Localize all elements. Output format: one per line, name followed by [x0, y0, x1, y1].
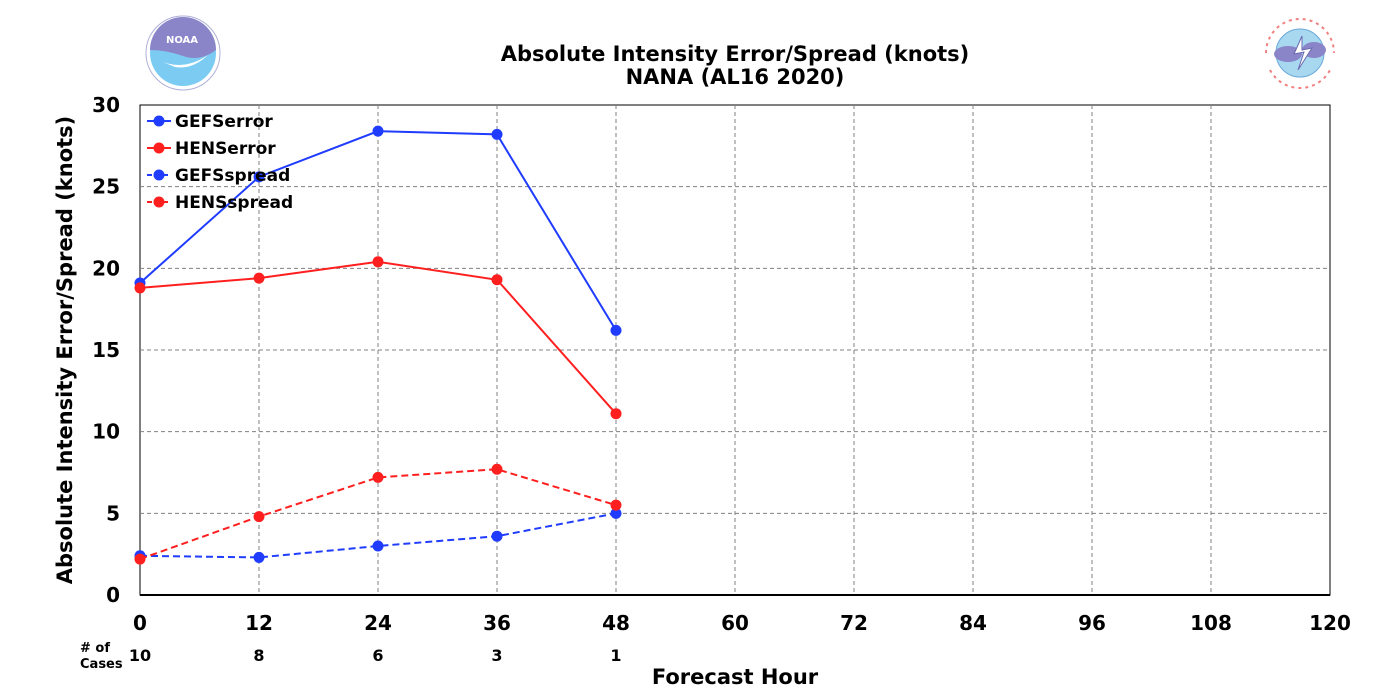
y-tick-label: 25	[92, 175, 120, 199]
data-point	[134, 553, 146, 565]
series-hensspread	[134, 463, 622, 565]
y-ticks: 0 5 10 15 20 25 30	[92, 93, 120, 607]
data-point	[253, 272, 265, 284]
y-tick-label: 30	[92, 93, 120, 117]
data-point	[372, 125, 384, 137]
x-tick-label: 96	[1078, 611, 1106, 635]
nws-logo	[1263, 16, 1337, 90]
cases-value: 10	[129, 646, 151, 665]
cases-label-line2: Cases	[80, 657, 123, 672]
data-point	[253, 171, 265, 183]
data-point	[253, 551, 265, 563]
data-point	[610, 408, 622, 420]
data-point	[253, 511, 265, 523]
data-point	[610, 324, 622, 336]
legend-label: HENSspread	[175, 193, 293, 213]
chart-subtitle: NANA (AL16 2020)	[626, 65, 845, 89]
x-tick-label: 84	[959, 611, 987, 635]
cases-row: 10 8 6 3 1	[129, 646, 622, 665]
data-point	[491, 463, 503, 475]
x-tick-label: 48	[602, 611, 630, 635]
legend-item-henserror: HENSerror	[147, 139, 276, 159]
x-tick-label: 108	[1190, 611, 1232, 635]
legend-swatch-marker	[153, 169, 165, 181]
x-tick-label: 24	[364, 611, 392, 635]
y-tick-label: 5	[106, 501, 120, 525]
series-henserror	[134, 256, 622, 420]
y-axis-title: Absolute Intensity Error/Spread (knots)	[53, 116, 77, 585]
cases-value: 1	[610, 646, 621, 665]
x-tick-label: 72	[840, 611, 868, 635]
legend-swatch-marker	[153, 115, 165, 127]
x-tick-label: 12	[245, 611, 273, 635]
cases-label-line1: # of	[80, 641, 110, 656]
legend-label: HENSerror	[175, 139, 276, 159]
x-axis-title: Forecast Hour	[652, 665, 819, 689]
legend-label: GEFSspread	[175, 166, 290, 186]
legend-item-hensspread: HENSspread	[147, 193, 293, 213]
y-tick-label: 20	[92, 256, 120, 280]
x-tick-label: 0	[133, 611, 147, 635]
cases-value: 6	[372, 646, 383, 665]
legend-item-gefsspread: GEFSspread	[147, 166, 290, 186]
legend-swatch-marker	[153, 196, 165, 208]
cases-value: 3	[491, 646, 502, 665]
data-point	[491, 530, 503, 542]
x-tick-label: 60	[721, 611, 749, 635]
data-point	[372, 540, 384, 552]
data-point	[491, 128, 503, 140]
series-layer	[134, 125, 622, 565]
y-tick-label: 0	[106, 583, 120, 607]
data-point	[491, 274, 503, 286]
x-ticks: 0 12 24 36 48 60 72 84 96 108 120	[133, 611, 1351, 635]
data-point	[134, 282, 146, 294]
chart-title: Absolute Intensity Error/Spread (knots)	[501, 42, 970, 66]
x-tick-label: 36	[483, 611, 511, 635]
data-point	[372, 256, 384, 268]
y-tick-label: 15	[92, 338, 120, 362]
x-tick-label: 120	[1309, 611, 1351, 635]
legend-item-gefserror: GEFSerror	[147, 112, 273, 132]
noaa-logo: NOAA	[145, 15, 221, 91]
legend-label: GEFSerror	[175, 112, 273, 132]
noaa-logo-text: NOAA	[166, 35, 198, 46]
series-line	[139, 468, 617, 561]
data-point	[610, 499, 622, 511]
y-tick-label: 10	[92, 420, 120, 444]
series-line	[139, 512, 617, 559]
data-point	[610, 507, 622, 519]
legend: GEFSerror HENSerror GEFSspread HENSspread	[147, 112, 293, 213]
data-point	[372, 471, 384, 483]
cases-value: 8	[253, 646, 264, 665]
legend-swatch-marker	[153, 142, 165, 154]
